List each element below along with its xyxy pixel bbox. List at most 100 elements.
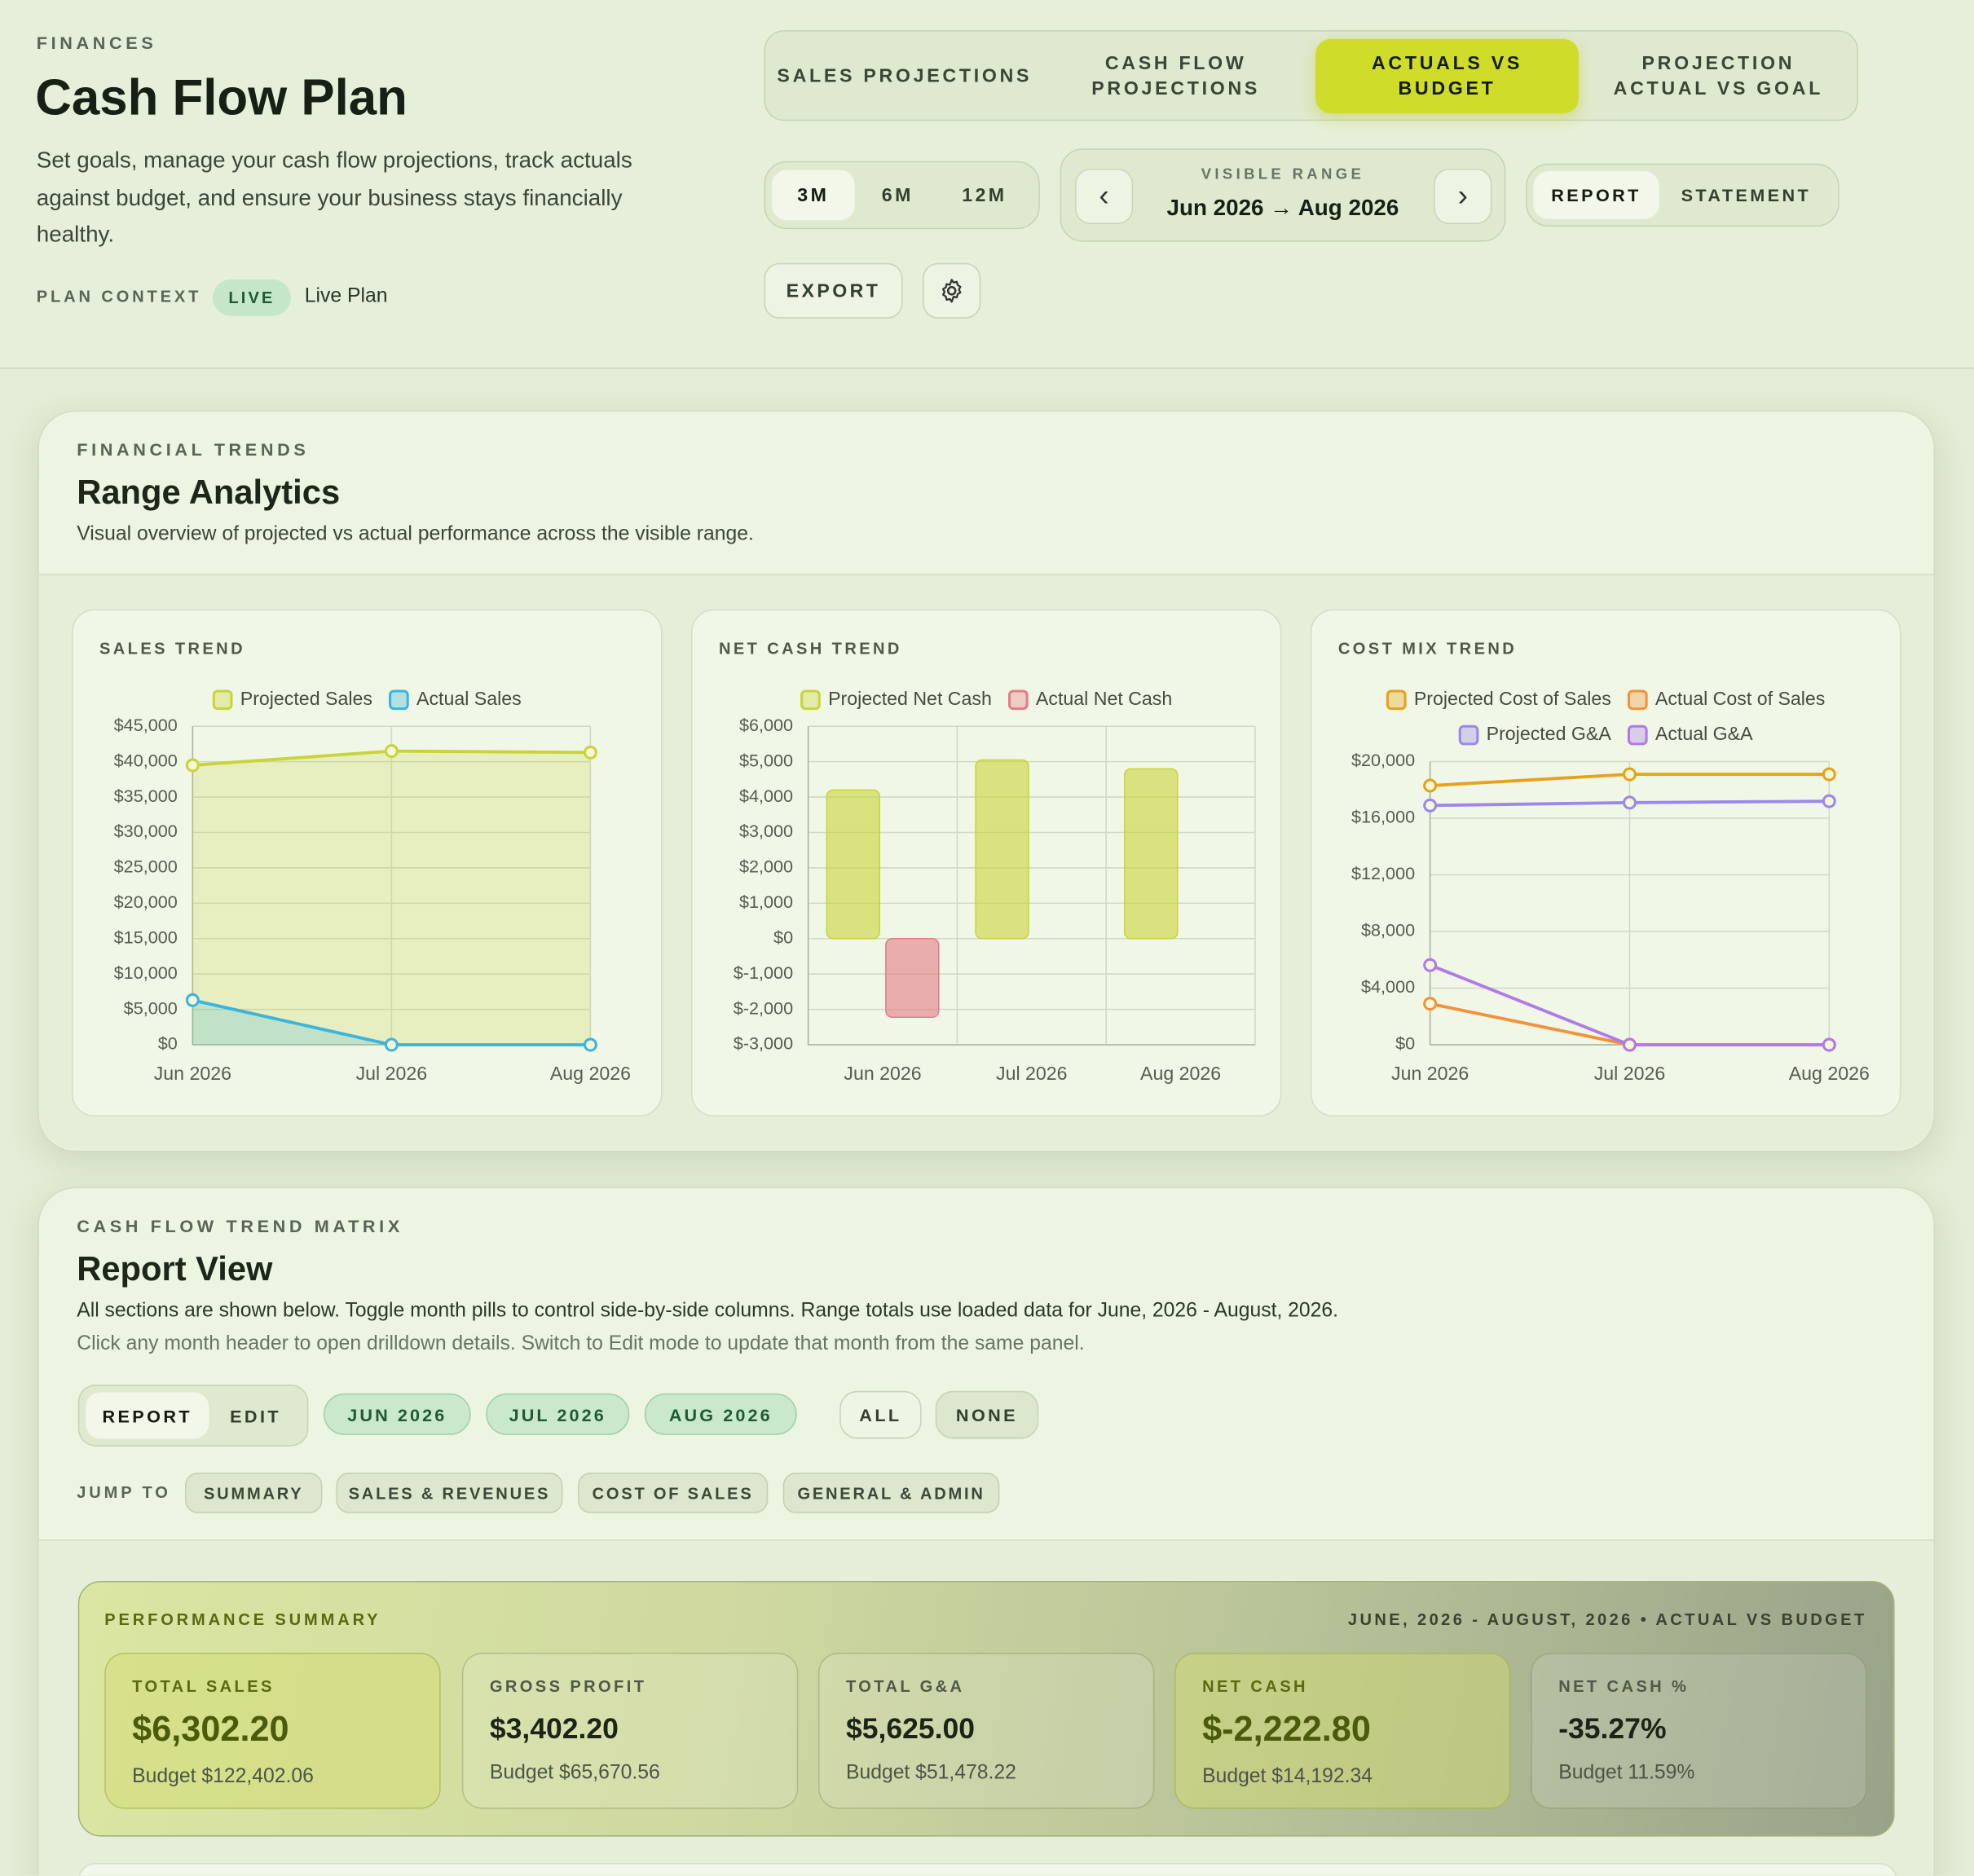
tab[interactable]: SALES PROJECTIONS bbox=[777, 64, 1033, 86]
chart-card: NET CASH TREND $-3,000 $-2,000 $-1,000 $0 $1,… bbox=[690, 609, 1282, 1117]
y-tick-label: $45,000 bbox=[114, 715, 178, 735]
section-description: Visual overview of projected vs actual p… bbox=[77, 523, 754, 545]
summary-card: GROSS PROFIT $3,402.20 Budget $65,670.56 bbox=[461, 1653, 799, 1809]
legend-swatch bbox=[212, 689, 233, 711]
section-title: Report View bbox=[77, 1249, 273, 1288]
eyebrow: FINANCIAL TRENDS bbox=[77, 439, 310, 460]
section-description: All sections are shown below. Toggle mon… bbox=[77, 1300, 1339, 1322]
month-pill[interactable]: JUN 2026 bbox=[323, 1393, 471, 1435]
y-tick-label: $12,000 bbox=[1351, 863, 1415, 883]
card-label: GROSS PROFIT bbox=[489, 1676, 647, 1696]
legend-label: Projected Cost of Sales bbox=[1414, 688, 1611, 709]
tab[interactable]: PROJECTION ACTUAL VS GOAL bbox=[1613, 52, 1824, 99]
y-tick-label: $-3,000 bbox=[734, 1033, 793, 1054]
y-tick-label: $20,000 bbox=[114, 892, 178, 912]
y-tick-label: $20,000 bbox=[1351, 750, 1415, 770]
y-tick-label: $4,000 bbox=[1361, 976, 1415, 997]
card-value: $5,625.00 bbox=[845, 1711, 976, 1745]
next-button[interactable]: › bbox=[1434, 168, 1492, 224]
legend-swatch bbox=[1627, 724, 1648, 746]
mode-button[interactable]: REPORT bbox=[86, 1392, 209, 1439]
none-button[interactable]: NONE bbox=[935, 1390, 1039, 1439]
jump-pill[interactable]: COST OF SALES bbox=[577, 1473, 769, 1513]
range-value: Jun 2026 → Aug 2026 bbox=[1166, 195, 1399, 221]
point bbox=[1423, 778, 1438, 793]
card-value: $6,302.20 bbox=[132, 1709, 289, 1749]
point bbox=[1822, 767, 1836, 782]
all-button[interactable]: ALL bbox=[839, 1390, 922, 1439]
legend: Projected Net Cash Actual Net Cash bbox=[800, 688, 1172, 711]
chart-card: SALES TREND $0 $5,000 $10,000 $15,000 $20,000… bbox=[72, 609, 663, 1117]
range-button[interactable]: 3M bbox=[771, 170, 855, 221]
y-tick-label: $0 bbox=[773, 927, 793, 947]
card-budget: Budget $122,402.06 bbox=[132, 1766, 314, 1788]
range-button[interactable]: 6M bbox=[881, 184, 914, 206]
context-label: PLAN CONTEXT bbox=[36, 287, 202, 306]
y-tick-label: $5,000 bbox=[124, 997, 178, 1018]
jump-pill[interactable]: GENERAL & ADMIN bbox=[782, 1473, 1000, 1513]
x-tick-label: Jul 2026 bbox=[996, 1063, 1068, 1084]
y-tick-label: $5,000 bbox=[739, 750, 793, 770]
legend: Projected G&A Actual G&A bbox=[1458, 723, 1753, 746]
card-value: $-2,222.80 bbox=[1202, 1709, 1371, 1749]
y-tick-label: $15,000 bbox=[114, 927, 178, 947]
view-button[interactable]: STATEMENT bbox=[1681, 185, 1812, 205]
bar bbox=[975, 759, 1029, 940]
export-button[interactable]: EXPORT bbox=[764, 262, 903, 319]
section-hint: Click any month header to open drilldown… bbox=[77, 1332, 1085, 1354]
settings-button[interactable] bbox=[923, 262, 981, 319]
chart: SALES TREND $0 $5,000 $10,000 $15,000 $20,000… bbox=[99, 640, 631, 1084]
y-tick-label: $30,000 bbox=[114, 821, 178, 841]
legend-label: Actual Net Cash bbox=[1036, 688, 1172, 709]
point bbox=[384, 1037, 399, 1052]
tab[interactable]: CASH FLOW PROJECTIONS bbox=[1091, 52, 1261, 99]
x-tick-label: Jul 2026 bbox=[1594, 1063, 1666, 1084]
point bbox=[185, 993, 200, 1007]
tab[interactable]: ACTUALS VS BUDGET bbox=[1315, 38, 1579, 114]
point bbox=[1423, 958, 1438, 972]
legend-swatch bbox=[1458, 724, 1479, 746]
summary-card: NET CASH % -35.27% Budget 11.59% bbox=[1531, 1653, 1867, 1809]
card-label: NET CASH % bbox=[1558, 1676, 1690, 1696]
view-toggle: REPORT STATEMENT bbox=[1526, 163, 1840, 227]
point bbox=[583, 1037, 597, 1052]
point bbox=[1423, 997, 1438, 1011]
jump-pill[interactable]: SUMMARY bbox=[185, 1473, 323, 1513]
legend-label: Actual Cost of Sales bbox=[1655, 688, 1826, 709]
y-tick-label: $-1,000 bbox=[734, 962, 793, 983]
chart: COST MIX TREND $0 $4,000 $8,000 $12,000 $16,0… bbox=[1338, 640, 1870, 1084]
section-title: Range Analytics bbox=[77, 473, 341, 512]
x-tick-label: Aug 2026 bbox=[1789, 1063, 1870, 1084]
card-budget: Budget $51,478.22 bbox=[845, 1762, 1016, 1784]
divider bbox=[38, 574, 1934, 576]
gear-icon bbox=[941, 279, 962, 303]
month-pill[interactable]: JUL 2026 bbox=[486, 1393, 630, 1435]
description: Set goals, manage your cash flow project… bbox=[36, 147, 632, 247]
prev-button[interactable]: ‹ bbox=[1075, 168, 1134, 224]
point bbox=[1423, 798, 1438, 812]
range-button[interactable]: 12M bbox=[962, 184, 1007, 206]
chart-title: COST MIX TREND bbox=[1338, 640, 1517, 658]
jump-label: JUMP TO bbox=[77, 1482, 171, 1502]
card-label: TOTAL G&A bbox=[845, 1676, 965, 1696]
y-tick-label: $35,000 bbox=[114, 786, 178, 806]
y-tick-label: $8,000 bbox=[1361, 920, 1415, 940]
tab-bar: SALES PROJECTIONS CASH FLOW PROJECTIONS … bbox=[764, 30, 1858, 121]
chart-title: NET CASH TREND bbox=[719, 640, 902, 658]
point bbox=[1622, 1037, 1637, 1052]
card-budget: Budget $14,192.34 bbox=[1202, 1766, 1373, 1788]
y-tick-label: $4,000 bbox=[739, 786, 793, 806]
x-tick-label: Jun 2026 bbox=[154, 1063, 231, 1084]
mode-button[interactable]: EDIT bbox=[230, 1405, 281, 1426]
area bbox=[192, 1000, 591, 1046]
x-tick-label: Jun 2026 bbox=[844, 1063, 921, 1084]
view-button[interactable]: REPORT bbox=[1533, 171, 1659, 219]
card-value: $3,402.20 bbox=[489, 1711, 619, 1745]
month-pill[interactable]: AUG 2026 bbox=[644, 1393, 797, 1435]
y-tick-label: $-2,000 bbox=[734, 997, 793, 1018]
chart-title: SALES TREND bbox=[99, 640, 245, 658]
range-label: VISIBLE RANGE bbox=[1201, 165, 1365, 183]
jump-pill[interactable]: SALES & REVENUES bbox=[336, 1473, 563, 1513]
point bbox=[185, 758, 200, 773]
